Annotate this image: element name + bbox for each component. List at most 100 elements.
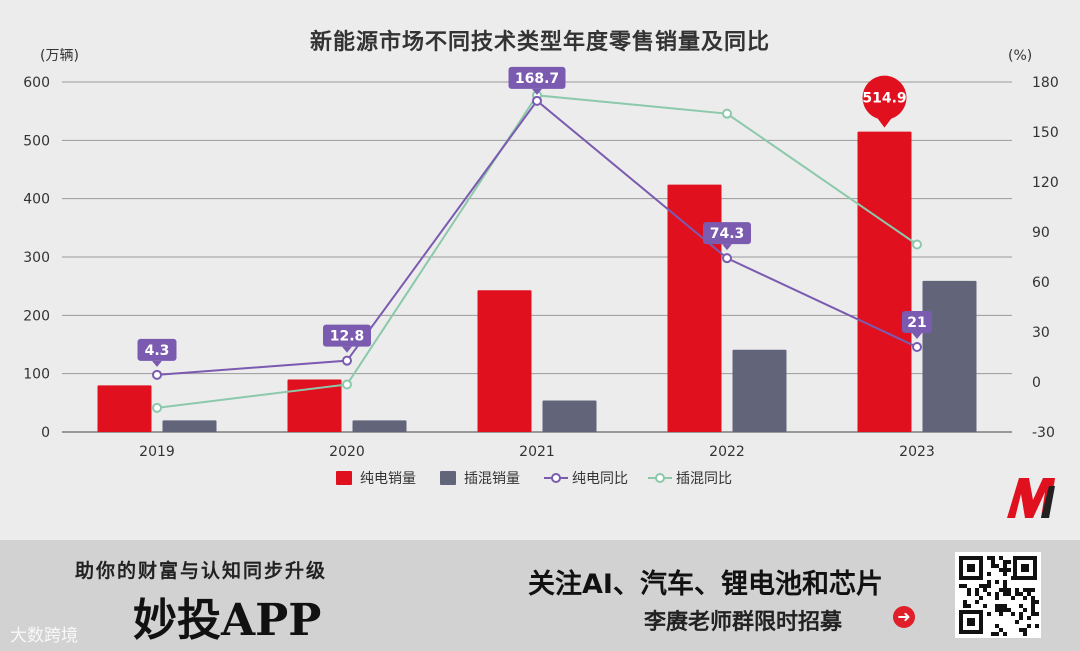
y-left-tick-label: 400 (23, 192, 50, 208)
qr-module (975, 600, 979, 604)
x-tick-label: 2020 (329, 444, 365, 460)
qr-module (1019, 616, 1023, 620)
y-left-tick-label: 0 (41, 425, 50, 441)
qr-module (1023, 596, 1027, 600)
qr-module (987, 580, 991, 584)
y-left-tick-label: 100 (23, 367, 50, 383)
bar-纯电销量 (97, 385, 152, 432)
qr-module (1007, 608, 1011, 612)
qr-module (1003, 584, 1007, 588)
qr-module (1031, 612, 1035, 616)
qr-module (983, 584, 987, 588)
legend-swatch-marker (551, 473, 561, 483)
legend-swatch (440, 471, 456, 485)
banner-recruit-text[interactable]: 李赓老师群限时招募 (644, 610, 843, 635)
qr-module (1027, 616, 1031, 620)
y-left-tick-label: 500 (23, 133, 50, 149)
qr-module (963, 600, 967, 604)
data-label-pin-tip (872, 111, 897, 128)
qr-module (1003, 604, 1007, 608)
qr-module (979, 584, 983, 588)
qr-module (991, 556, 995, 560)
promo-banner (0, 540, 1080, 651)
qr-finder (967, 618, 975, 626)
qr-module (1019, 604, 1023, 608)
chart-area: 新能源市场不同技术类型年度零售销量及同比 (万辆) (%) 0 100 200 300 40… (23, 30, 1059, 518)
qr-module (995, 592, 999, 596)
qr-module (1007, 568, 1011, 572)
point-插混同比 (722, 108, 732, 119)
y-right-tick-label: 0 (1032, 375, 1041, 391)
qr-module (1003, 580, 1007, 584)
qr-module (1003, 568, 1007, 572)
point-插混同比 (152, 402, 162, 413)
data-label-pointer (722, 244, 732, 251)
data-label-bg (137, 338, 177, 361)
banner-slogan: 助你的财富与认知同步升级 (75, 560, 328, 582)
point-纯电同比 (152, 369, 162, 380)
qr-module (995, 580, 999, 584)
data-label-pointer (912, 333, 922, 339)
qr-module (987, 612, 991, 616)
y-right-tick-label: 150 (1032, 125, 1059, 141)
bar-纯电销量 (667, 184, 722, 432)
data-label: 21 (907, 315, 926, 331)
qr-module (999, 556, 1003, 560)
qr-module (1027, 588, 1031, 592)
qr-module (1007, 592, 1011, 596)
data-label: 74.3 (710, 226, 745, 242)
y-right-unit: (%) (1008, 48, 1032, 64)
bar-纯电销量 (477, 290, 532, 432)
qr-module (1035, 600, 1039, 604)
qr-module (999, 612, 1003, 616)
qr-module (999, 628, 1003, 632)
legend-label: 纯电销量 (360, 471, 416, 487)
data-label-pointer (532, 88, 542, 95)
x-tick-label: 2019 (139, 444, 175, 460)
bar-插混销量 (732, 349, 787, 432)
qr-module (1019, 628, 1023, 632)
qr-module (967, 604, 971, 608)
bar-插混销量 (352, 420, 407, 432)
qr-module (1015, 588, 1019, 592)
point-纯电同比 (722, 253, 732, 264)
data-label-pin (862, 75, 907, 120)
legend-label: 纯电同比 (572, 471, 628, 487)
qr-module (979, 596, 983, 600)
qr-module (1019, 612, 1023, 616)
qr-module (1023, 632, 1027, 636)
line-插混同比 (156, 94, 918, 409)
qr-module (1035, 612, 1039, 616)
data-label-pointer (342, 346, 352, 353)
x-tick-label: 2021 (519, 444, 555, 460)
qr-module (1007, 588, 1011, 592)
data-label-bg (508, 66, 566, 89)
data-label-bg (902, 311, 932, 333)
qr-module (991, 564, 995, 568)
point-插混同比 (342, 379, 352, 390)
qr-module (963, 584, 967, 588)
qr-module (995, 624, 999, 628)
data-label-bg (323, 324, 371, 347)
qr-module (1003, 564, 1007, 568)
banner-app-name[interactable]: 妙投APP (133, 595, 322, 646)
qr-module (995, 604, 999, 608)
qr-module (967, 588, 971, 592)
qr-module (995, 564, 999, 568)
qr-module (1011, 596, 1015, 600)
qr-module (999, 608, 1003, 612)
qr-code-icon[interactable] (955, 552, 1041, 638)
y-left-tick-label: 600 (23, 75, 50, 91)
y-left-tick-label: 300 (23, 250, 50, 266)
qr-module (1003, 572, 1007, 576)
y-right-tick-label: 90 (1032, 225, 1050, 241)
qr-module (999, 604, 1003, 608)
qr-module (987, 572, 991, 576)
arrow-right-circle-icon[interactable]: ➜ (893, 606, 915, 628)
qr-module (1003, 560, 1007, 564)
qr-module (967, 592, 971, 596)
watermark: 大数跨境 (10, 626, 78, 646)
y-left-tick-label: 200 (23, 308, 50, 324)
qr-module (1003, 632, 1007, 636)
data-label: 4.3 (145, 343, 170, 359)
